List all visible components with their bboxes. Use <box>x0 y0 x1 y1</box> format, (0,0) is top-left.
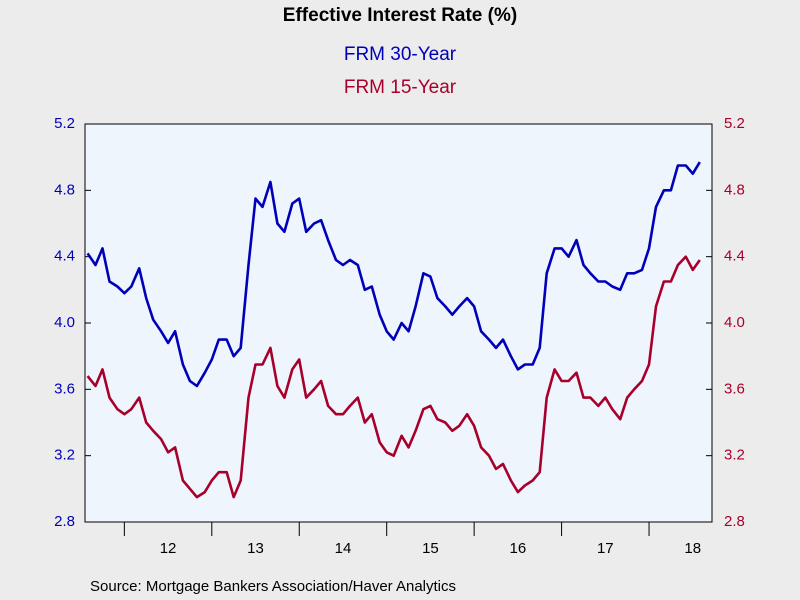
x-tick-label: 17 <box>597 540 614 557</box>
y-tick-label: 3.6 <box>54 380 75 397</box>
y2-tick-label: 2.8 <box>724 513 745 530</box>
x-tick-label: 12 <box>160 540 177 557</box>
chart-title: Effective Interest Rate (%) <box>283 5 517 26</box>
y2-tick-label: 4.4 <box>724 248 745 265</box>
y-tick-label: 4.8 <box>54 181 75 198</box>
y2-tick-label: 3.2 <box>724 447 745 464</box>
x-tick-label: 14 <box>335 540 352 557</box>
x-tick-label: 18 <box>684 540 701 557</box>
y2-tick-label: 5.2 <box>724 115 745 132</box>
series-line <box>86 161 701 388</box>
legend-entry: FRM 30-Year <box>344 44 457 65</box>
plot-area <box>84 123 713 523</box>
y-tick-label: 3.2 <box>54 447 75 464</box>
y-tick-label: 5.2 <box>54 115 75 132</box>
y-tick-label: 2.8 <box>54 513 75 530</box>
x-tick-label: 13 <box>247 540 264 557</box>
y2-tick-label: 3.6 <box>724 380 745 397</box>
x-tick-label: 15 <box>422 540 439 557</box>
x-tick-label: 16 <box>510 540 527 557</box>
legend-entry: FRM 15-Year <box>344 77 457 98</box>
y2-tick-label: 4.0 <box>724 314 745 331</box>
y-tick-label: 4.0 <box>54 314 75 331</box>
y2-tick-label: 4.8 <box>724 181 745 198</box>
source-note: Source: Mortgage Bankers Association/Hav… <box>90 578 456 595</box>
y-tick-label: 4.4 <box>54 248 75 265</box>
series-line <box>86 255 701 499</box>
